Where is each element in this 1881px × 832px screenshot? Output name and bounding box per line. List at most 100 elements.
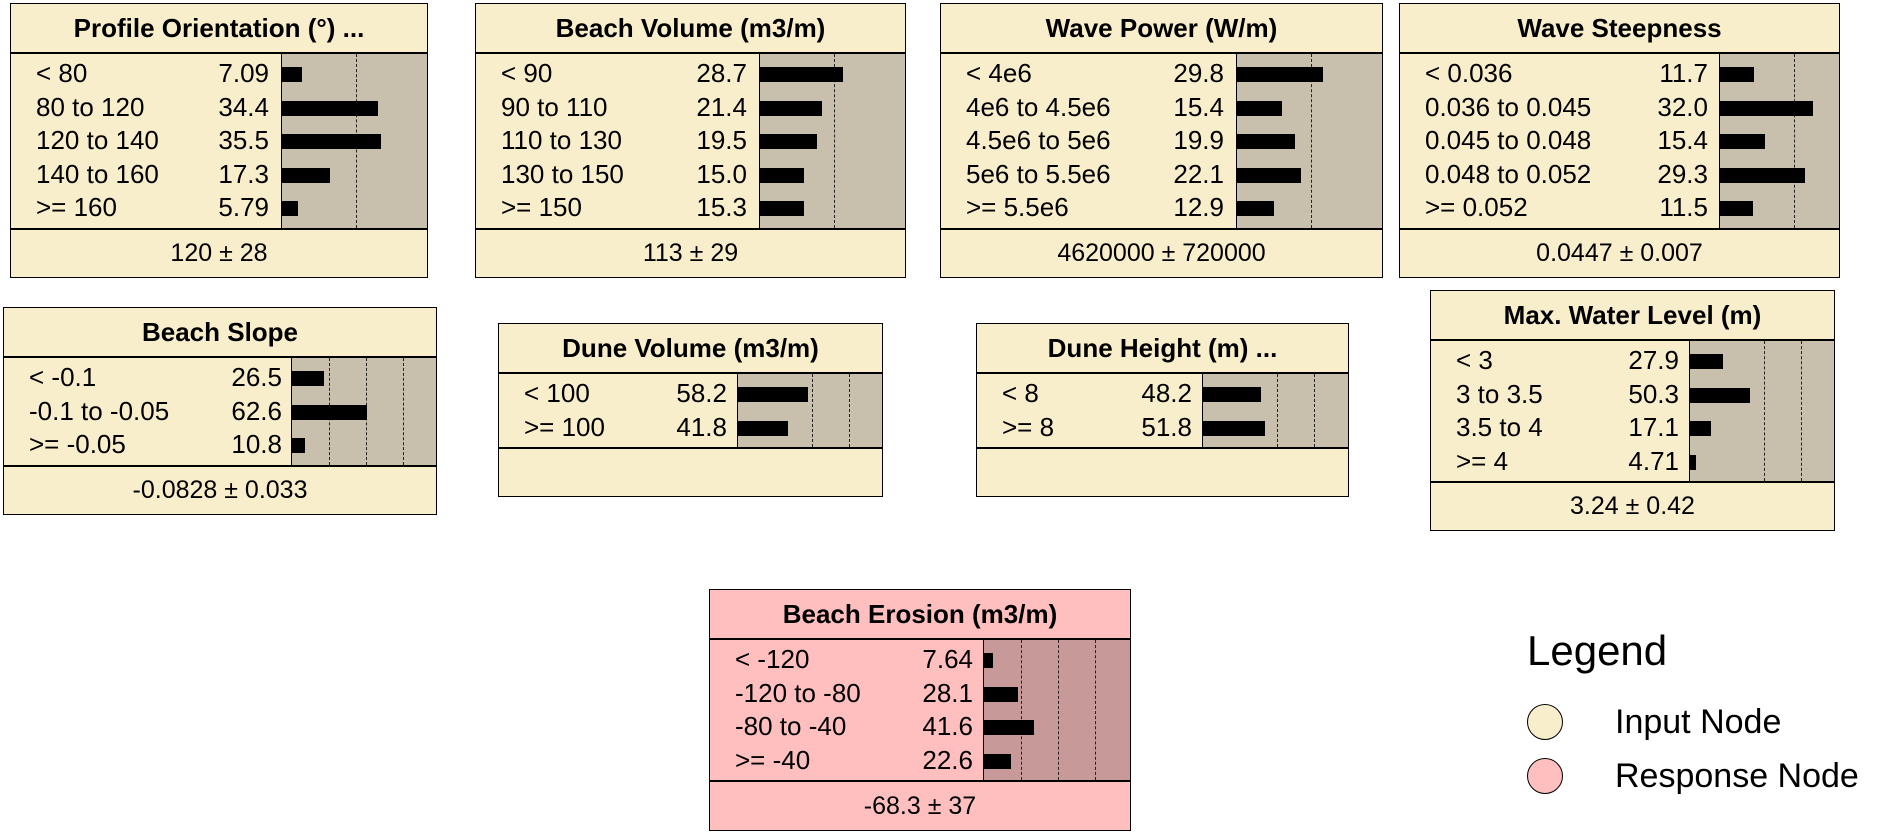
node-max-water-level[interactable]: Max. Water Level (m) < 3 27.9 3 to 3.5 50.3 3… <box>1430 290 1835 531</box>
probability-bar <box>738 420 789 436</box>
node-wave-steepness[interactable]: Wave Steepness < 0.036 11.7 0.036 to 0.045 3… <box>1399 3 1840 278</box>
state-row[interactable]: 0.036 to 0.045 32.0 <box>1400 91 1839 125</box>
state-probability: 17.3 <box>218 158 269 189</box>
node-summary <box>499 449 882 496</box>
state-label: 4.5e6 to 5e6 <box>966 125 1111 155</box>
state-row[interactable]: < 80 7.09 <box>11 57 427 91</box>
state-label: 0.048 to 0.052 <box>1425 158 1592 189</box>
state-probability: 62.6 <box>231 395 282 426</box>
bar-gridline <box>1801 341 1802 481</box>
state-row[interactable]: >= 150 15.3 <box>476 191 905 225</box>
state-row[interactable]: -80 to -40 41.6 <box>710 710 1130 744</box>
probability-bar <box>984 686 1018 702</box>
probability-bar <box>282 201 299 216</box>
probability-bar <box>1690 454 1696 470</box>
node-summary: 113 ± 29 <box>642 238 739 267</box>
state-row[interactable]: >= 0.052 11.5 <box>1400 191 1839 225</box>
state-row[interactable]: < 4e6 29.8 <box>941 57 1382 91</box>
state-row[interactable]: >= 4 4.71 <box>1431 445 1834 479</box>
node-wave-power[interactable]: Wave Power (W/m) < 4e6 29.8 4e6 to 4.5e6 15.… <box>940 3 1383 278</box>
node-beach-slope[interactable]: Beach Slope < -0.1 26.5 -0.1 to -0.05 62.6 >=… <box>3 307 437 515</box>
state-row[interactable]: 130 to 150 15.0 <box>476 158 905 192</box>
state-row[interactable]: >= 5.5e6 12.9 <box>941 191 1382 225</box>
state-row[interactable]: 5e6 to 5.5e6 22.1 <box>941 158 1382 192</box>
bar-gridline <box>403 358 404 465</box>
probability-bar <box>1203 387 1261 402</box>
state-row[interactable]: 0.045 to 0.048 15.4 <box>1400 124 1839 158</box>
state-label: < 0.036 <box>1425 58 1513 88</box>
probability-bar <box>1237 134 1295 149</box>
state-label: < 8 <box>1002 378 1039 408</box>
probability-bar <box>760 100 823 116</box>
state-row[interactable]: -0.1 to -0.05 62.6 <box>4 395 436 429</box>
state-row[interactable]: < 0.036 11.7 <box>1400 57 1839 91</box>
state-row[interactable]: < 90 28.7 <box>476 57 905 91</box>
node-profile-orientation[interactable]: Profile Orientation (°) ... < 80 7.09 80 to… <box>10 3 428 278</box>
state-row[interactable]: 80 to 120 34.4 <box>11 91 427 125</box>
state-label: -120 to -80 <box>735 677 861 708</box>
node-dune-height[interactable]: Dune Height (m) ... < 8 48.2 >= 8 51.8 <box>976 323 1349 497</box>
state-probability: 15.0 <box>696 158 747 189</box>
bar-gridline <box>812 374 813 447</box>
node-summary: -0.0828 ± 0.033 <box>132 475 308 504</box>
state-row[interactable]: 3.5 to 4 17.1 <box>1431 411 1834 445</box>
node-title: Max. Water Level (m) <box>1431 291 1834 341</box>
node-belief-table: < -120 7.64 -120 to -80 28.1 -80 to -40 41.6 >… <box>710 640 1130 782</box>
state-probability: 22.6 <box>922 744 973 775</box>
probability-bar <box>760 201 805 216</box>
state-label: >= 5.5e6 <box>966 192 1069 222</box>
node-belief-table: < -0.1 26.5 -0.1 to -0.05 62.6 >= -0.05 10.8 <box>4 358 436 467</box>
node-dune-volume[interactable]: Dune Volume (m3/m) < 100 58.2 >= 100 41.8 <box>498 323 883 497</box>
node-beach-volume[interactable]: Beach Volume (m3/m) < 90 28.7 90 to 110 21.4… <box>475 3 906 278</box>
node-summary: -68.3 ± 37 <box>863 792 977 820</box>
state-label: >= 150 <box>501 192 582 222</box>
state-row[interactable]: < 3 27.9 <box>1431 344 1834 378</box>
probability-bar <box>1690 354 1724 369</box>
state-label: 0.045 to 0.048 <box>1425 125 1592 155</box>
state-row[interactable]: >= 100 41.8 <box>499 411 882 445</box>
state-label: < 3 <box>1456 345 1493 375</box>
state-row[interactable]: -120 to -80 28.1 <box>710 677 1130 711</box>
state-row[interactable]: < -0.1 26.5 <box>4 361 436 395</box>
probability-bar <box>984 753 1012 769</box>
state-row[interactable]: 120 to 140 35.5 <box>11 124 427 158</box>
probability-bar <box>1237 167 1302 183</box>
state-row[interactable]: >= 8 51.8 <box>977 411 1348 445</box>
state-row[interactable]: 140 to 160 17.3 <box>11 158 427 192</box>
state-label: -0.1 to -0.05 <box>29 395 170 426</box>
state-row[interactable]: 4e6 to 4.5e6 15.4 <box>941 91 1382 125</box>
state-probability: 15.4 <box>1657 125 1708 155</box>
probability-bar <box>984 720 1034 735</box>
node-title: Beach Volume (m3/m) <box>476 4 905 54</box>
state-row[interactable]: < -120 7.64 <box>710 643 1130 677</box>
state-probability: 29.3 <box>1657 158 1708 189</box>
state-row[interactable]: >= -0.05 10.8 <box>4 428 436 462</box>
probability-bar <box>1237 100 1282 116</box>
state-probability: 29.8 <box>1173 58 1224 88</box>
state-probability: 34.4 <box>218 91 269 122</box>
node-beach-erosion[interactable]: Beach Erosion (m3/m) < -120 7.64 -120 to -8… <box>709 589 1131 831</box>
state-probability: 4.71 <box>1628 445 1679 476</box>
state-label: >= 8 <box>1002 411 1055 442</box>
node-summary: 4620000 ± 720000 <box>1057 238 1266 267</box>
state-label: >= 0.052 <box>1425 192 1528 222</box>
bar-gridline <box>849 374 850 447</box>
probability-bar <box>1237 201 1275 216</box>
state-label: < -120 <box>735 644 810 674</box>
state-row[interactable]: 3 to 3.5 50.3 <box>1431 378 1834 412</box>
state-row[interactable]: 90 to 110 21.4 <box>476 91 905 125</box>
legend-title: Legend <box>1527 627 1668 674</box>
state-row[interactable]: < 8 48.2 <box>977 377 1348 411</box>
state-label: < 90 <box>501 58 553 88</box>
legend-label: Input Node <box>1615 703 1782 741</box>
state-row[interactable]: < 100 58.2 <box>499 377 882 411</box>
state-probability: 28.7 <box>696 58 747 88</box>
state-probability: 15.4 <box>1173 91 1224 122</box>
probability-bar <box>738 387 808 402</box>
state-row[interactable]: 4.5e6 to 5e6 19.9 <box>941 124 1382 158</box>
state-label: >= -0.05 <box>29 429 126 459</box>
state-row[interactable]: 110 to 130 19.5 <box>476 124 905 158</box>
state-row[interactable]: >= 160 5.79 <box>11 191 427 225</box>
state-row[interactable]: >= -40 22.6 <box>710 744 1130 778</box>
state-row[interactable]: 0.048 to 0.052 29.3 <box>1400 158 1839 192</box>
